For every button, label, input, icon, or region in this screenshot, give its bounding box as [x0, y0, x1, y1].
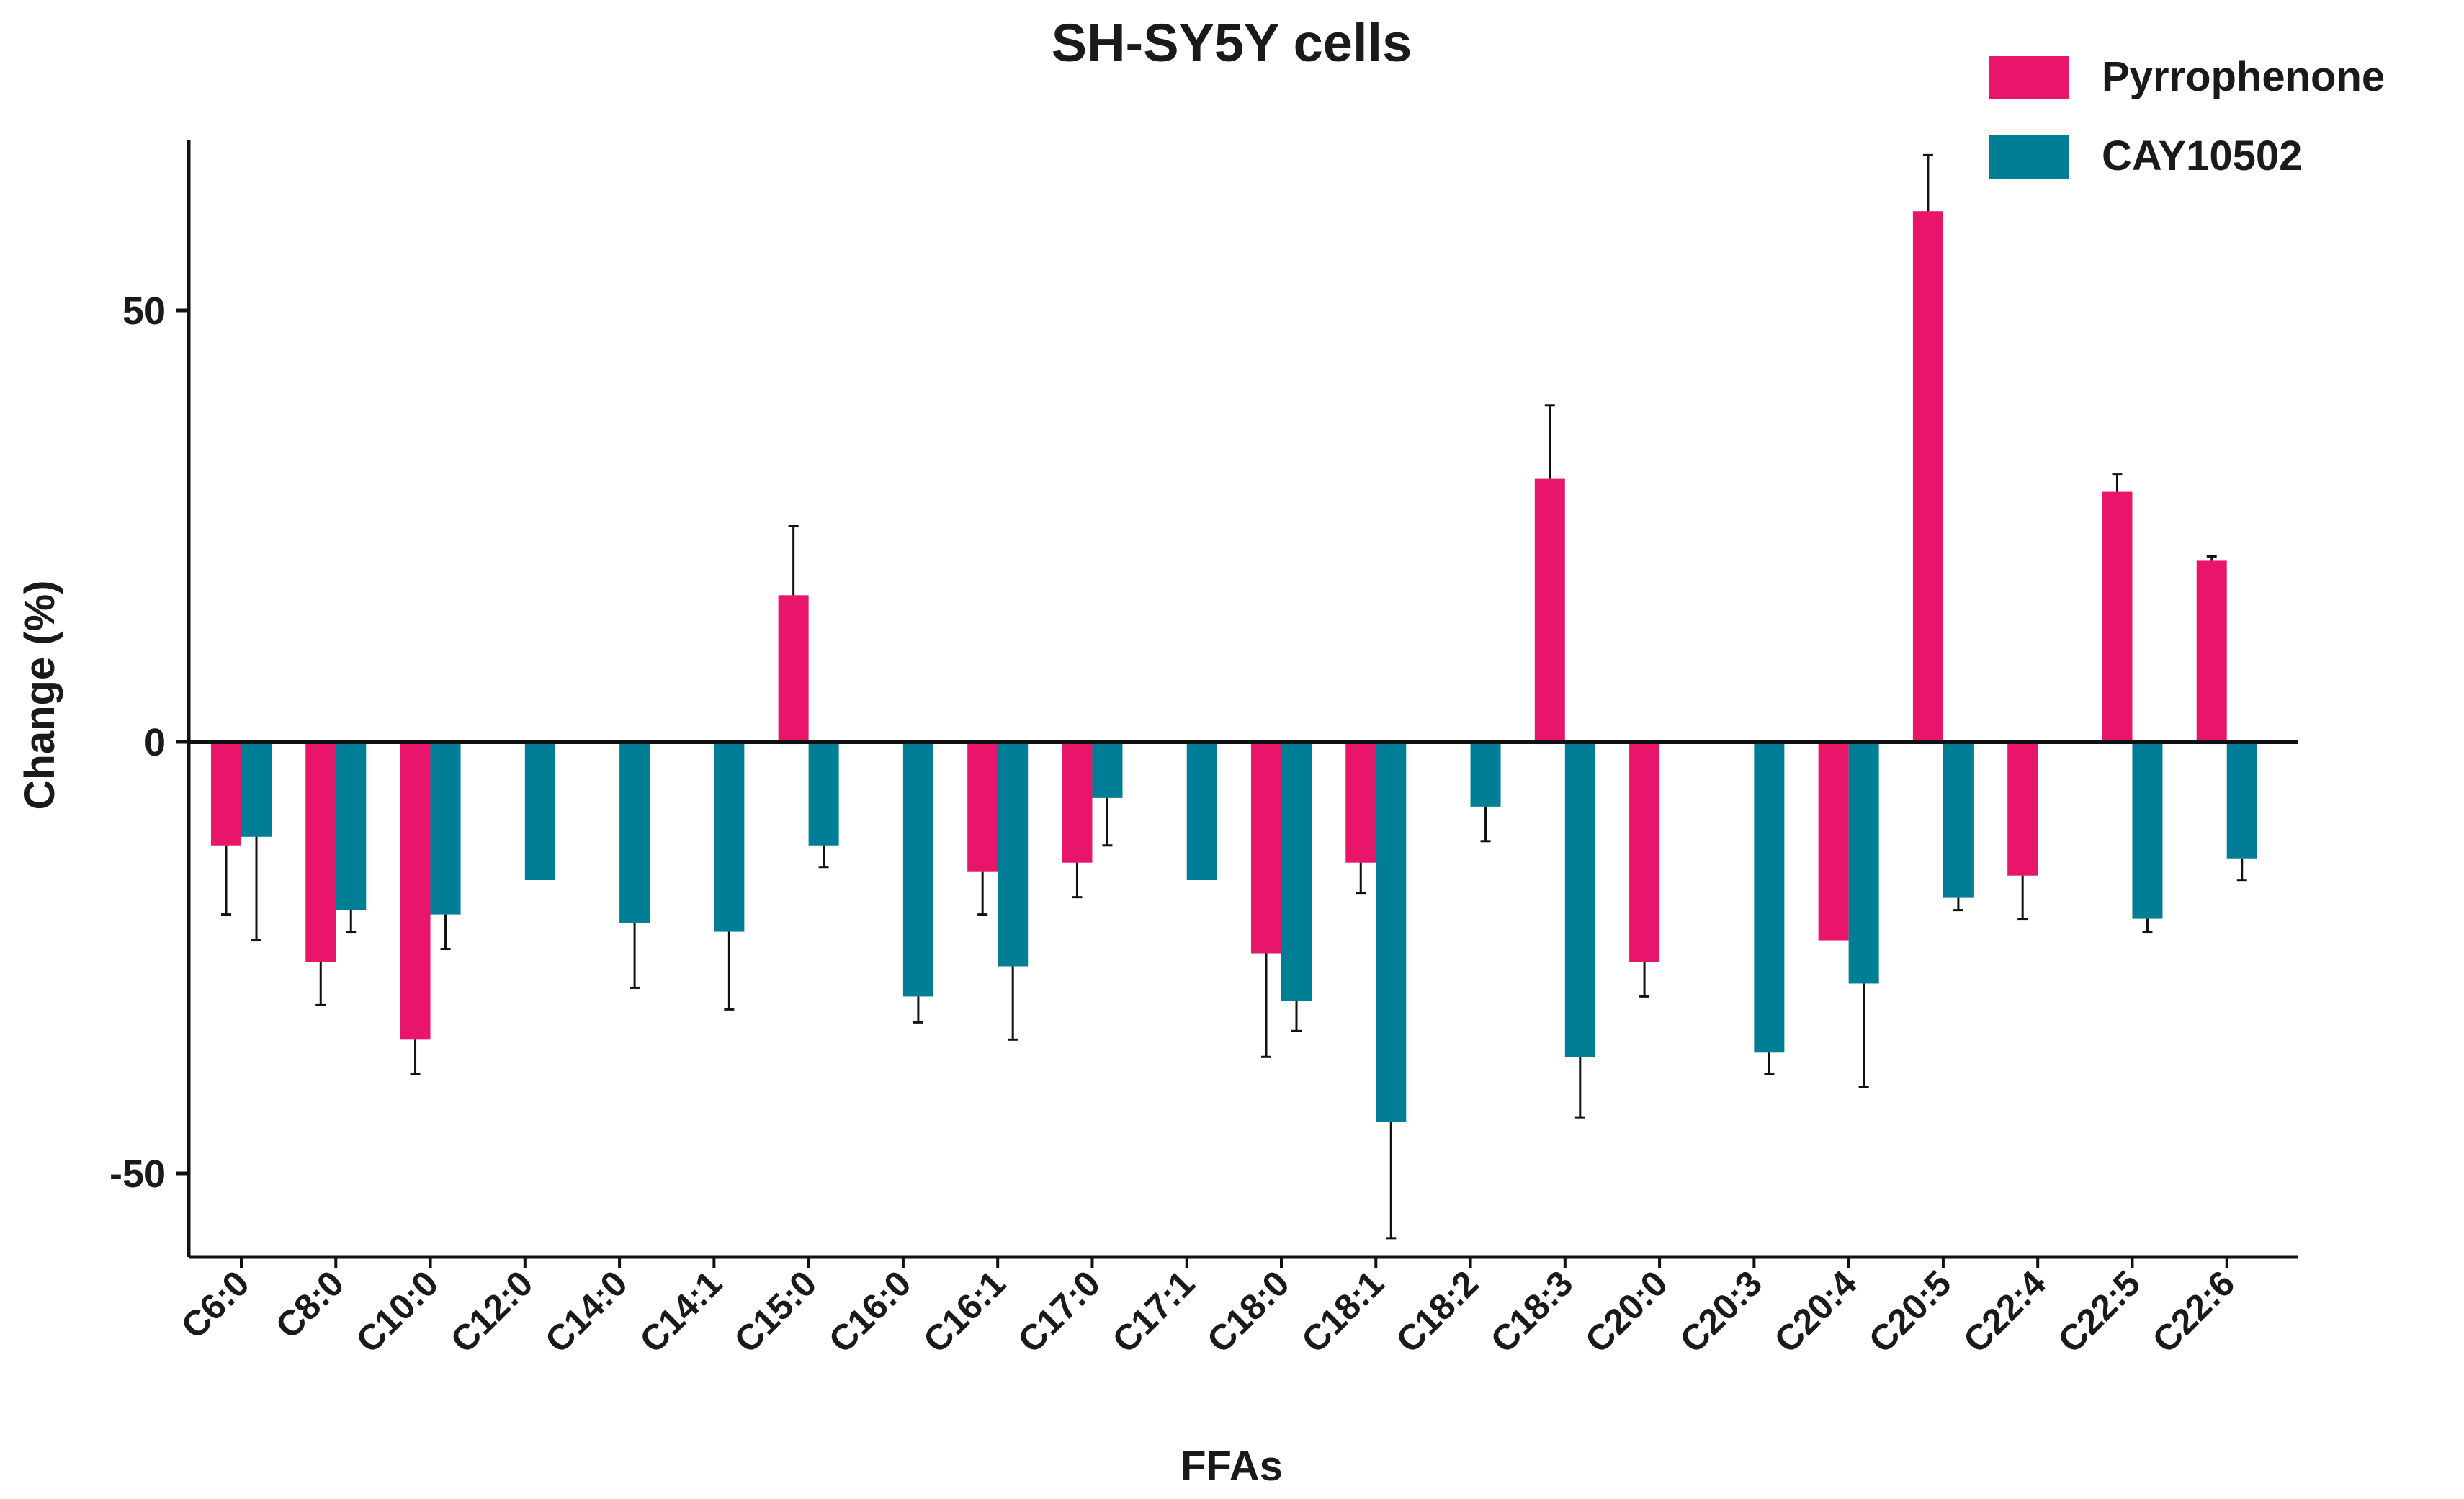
bar-cay10502-C6-0	[241, 742, 272, 837]
bar-pyrrophenone-C18-3	[1534, 478, 1565, 742]
x-tick-label-C14-0: C14:0	[537, 1263, 635, 1361]
x-tick-label-C18-3: C18:3	[1483, 1263, 1581, 1361]
x-tick-label-C12-0: C12:0	[443, 1263, 541, 1361]
x-tick-label-C18-1: C18:1	[1294, 1263, 1392, 1361]
bar-cay10502-C16-1	[998, 742, 1029, 967]
bar-cay10502-C10-0	[430, 742, 461, 915]
bar-cay10502-C22-6	[2226, 742, 2257, 859]
bar-cay10502-C12-0	[524, 742, 555, 880]
bar-cay10502-C8-0	[336, 742, 367, 910]
bar-pyrrophenone-C20-0	[1629, 742, 1660, 962]
legend: Pyrrophenone CAY10502	[1989, 53, 2385, 179]
bar-pyrrophenone-C15-0	[778, 595, 809, 742]
bar-cay10502-C14-1	[714, 742, 745, 932]
bar-pyrrophenone-C22-5	[2102, 491, 2133, 742]
bar-cay10502-C17-0	[1092, 742, 1123, 798]
x-tick-label-C16-0: C16:0	[821, 1263, 919, 1361]
legend-label-1: CAY10502	[2102, 133, 2302, 179]
x-tick-label-C14-1: C14:1	[632, 1263, 730, 1361]
bar-cay10502-C18-1	[1376, 742, 1407, 1122]
x-tick-labels: C6:0 C8:0C10:0C12:0C14:0C14:1C15:0C16:0C1…	[174, 1263, 2243, 1361]
axes-layer	[176, 140, 2298, 1268]
bar-cay10502-C20-5	[1943, 742, 1974, 898]
bar-cay10502-C18-0	[1281, 742, 1312, 1001]
bar-cay10502-C18-3	[1564, 742, 1595, 1057]
y-tick-labels: -50 0 50	[109, 290, 166, 1196]
y-axis-label: Change (%)	[17, 581, 63, 810]
bar-pyrrophenone-C22-6	[2196, 560, 2227, 742]
x-tick-label-C20-4: C20:4	[1767, 1263, 1865, 1361]
bar-pyrrophenone-C18-0	[1251, 742, 1281, 954]
x-tick-label-C17-0: C17:0	[1010, 1263, 1108, 1361]
error-bars-layer	[221, 153, 2247, 1240]
bar-cay10502-C20-3	[1754, 742, 1785, 1053]
y-tick-label--50: -50	[109, 1153, 166, 1196]
bar-pyrrophenone-C8-0	[305, 742, 336, 962]
y-tick-label-50: 50	[122, 290, 166, 333]
bar-pyrrophenone-C20-5	[1912, 211, 1943, 743]
bar-pyrrophenone-C17-0	[1062, 742, 1093, 863]
x-tick-label-C22-6: C22:6	[2145, 1263, 2243, 1361]
bar-pyrrophenone-C20-4	[1818, 742, 1849, 941]
x-tick-label-C8-0: C8:0	[268, 1263, 351, 1346]
x-tick-label-C20-0: C20:0	[1577, 1263, 1675, 1361]
x-tick-label-C22-5: C22:5	[2050, 1263, 2148, 1361]
bar-pyrrophenone-C18-1	[1345, 742, 1376, 863]
bar-pyrrophenone-C10-0	[400, 742, 431, 1040]
x-axis-label: FFAs	[1181, 1443, 1283, 1490]
bar-cay10502-C17-1	[1186, 742, 1217, 880]
bar-cay10502-C22-5	[2132, 742, 2163, 919]
x-tick-label-C16-1: C16:1	[915, 1263, 1013, 1361]
bar-cay10502-C14-0	[619, 742, 650, 923]
x-tick-label-C10-0: C10:0	[348, 1263, 446, 1361]
bars-layer	[211, 211, 2257, 1122]
legend-swatch-0	[1989, 56, 2069, 99]
bar-pyrrophenone-C22-4	[2007, 742, 2038, 876]
chart-title: SH-SY5Y cells	[1052, 13, 1412, 73]
x-tick-label-C18-2: C18:2	[1388, 1263, 1486, 1361]
bar-cay10502-C16-0	[902, 742, 933, 997]
x-tick-label-C20-5: C20:5	[1861, 1263, 1959, 1361]
x-tick-label-C20-3: C20:3	[1672, 1263, 1770, 1361]
bar-cay10502-C18-2	[1470, 742, 1501, 807]
bar-pyrrophenone-C16-1	[967, 742, 998, 872]
bar-cay10502-C15-0	[808, 742, 839, 846]
x-tick-label-C15-0: C15:0	[727, 1263, 825, 1361]
legend-label-0: Pyrrophenone	[2102, 53, 2385, 100]
x-tick-label-C18-0: C18:0	[1199, 1263, 1297, 1361]
legend-swatch-1	[1989, 135, 2069, 179]
x-tick-label-C6-0: C6:0	[174, 1263, 257, 1346]
y-tick-label-0: 0	[144, 721, 166, 764]
x-tick-label-C17-1: C17:1	[1105, 1263, 1203, 1361]
bar-pyrrophenone-C6-0	[211, 742, 241, 846]
x-tick-label-C22-4: C22:4	[1955, 1263, 2053, 1361]
bar-cay10502-C20-4	[1848, 742, 1879, 984]
